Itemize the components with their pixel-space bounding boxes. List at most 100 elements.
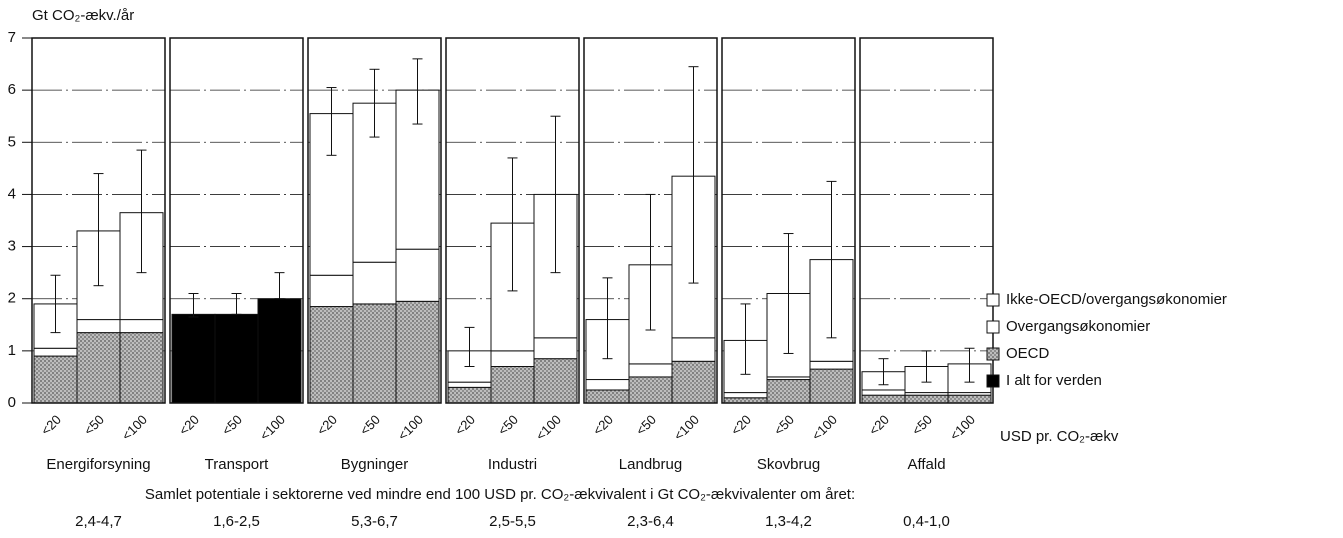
x-tick-label: <50	[357, 412, 383, 438]
error-bar	[826, 180, 837, 339]
x-tick-label: <100	[395, 412, 426, 443]
bar-segment	[809, 360, 854, 370]
sector-label: Industri	[488, 456, 537, 473]
legend-swatch	[986, 320, 1000, 334]
sector-label: Landbrug	[619, 456, 682, 473]
sector-potential: 2,4-4,7	[75, 513, 122, 530]
x-tick-label: <50	[495, 412, 521, 438]
sector-label: Skovbrug	[757, 456, 820, 473]
bar-segment	[119, 319, 164, 334]
x-tick-label: <50	[633, 412, 659, 438]
sector-label: Transport	[205, 456, 269, 473]
error-bar	[274, 272, 285, 300]
error-bar	[464, 326, 475, 367]
y-axis-label: Gt CO₂-ækv./år	[32, 7, 134, 24]
x-tick-label: <50	[81, 412, 107, 438]
bar-segment	[628, 363, 673, 378]
sector-potential: 5,3-6,7	[351, 513, 398, 530]
bar-segment	[33, 355, 78, 404]
x-tick-label: <100	[257, 412, 288, 443]
bar-segment	[585, 389, 630, 404]
error-bar	[326, 87, 337, 156]
sector-label: Affald	[907, 456, 945, 473]
panel-frame	[721, 37, 856, 404]
x-tick-label: <20	[314, 412, 340, 438]
y-tick-label: 3	[8, 238, 16, 255]
bar-segment	[947, 394, 992, 404]
bar-segment	[352, 303, 397, 404]
y-tick-label: 4	[8, 185, 16, 202]
sector-potential: 2,3-6,4	[627, 513, 674, 530]
sector-potential: 1,6-2,5	[213, 513, 260, 530]
bar-segment	[395, 248, 440, 302]
bar-segment	[628, 376, 673, 404]
legend-label: OECD	[1006, 345, 1050, 362]
x-tick-label: <100	[809, 412, 840, 443]
x-tick-label: <100	[671, 412, 702, 443]
bar-segment	[904, 394, 949, 404]
error-bar	[688, 66, 699, 284]
x-tick-label: <20	[452, 412, 478, 438]
bar-segment	[171, 313, 216, 404]
error-bar	[93, 173, 104, 287]
x-tick-label: <100	[119, 412, 150, 443]
bar-segment	[533, 337, 578, 360]
x-tick-label: <20	[590, 412, 616, 438]
error-bar	[50, 274, 61, 334]
legend-label: I alt for verden	[1006, 372, 1102, 389]
bar-segment	[447, 386, 492, 404]
sector-potential: 0,4-1,0	[903, 513, 950, 530]
legend-swatch	[986, 374, 1000, 388]
bar-segment	[214, 313, 259, 404]
legend-swatch	[986, 347, 1000, 361]
x-tick-label: <50	[219, 412, 245, 438]
sector-label: Bygninger	[341, 456, 409, 473]
error-bar	[188, 293, 199, 318]
bar-segment	[533, 358, 578, 404]
bar-segment	[447, 381, 492, 388]
bar-segment	[490, 366, 535, 404]
x-tick-label: <50	[909, 412, 935, 438]
bar-segment	[766, 379, 811, 404]
error-bar	[369, 68, 380, 138]
bar-segment	[671, 360, 716, 404]
legend-swatch	[986, 293, 1000, 307]
error-bar	[964, 347, 975, 383]
bar-segment	[76, 319, 121, 334]
bar-segment	[76, 332, 121, 404]
error-bar	[740, 303, 751, 375]
x-tick-label: <50	[771, 412, 797, 438]
x-tick-label: <20	[866, 412, 892, 438]
x-tick-label: <20	[176, 412, 202, 438]
x-unit-label: USD pr. CO₂-ækv	[1000, 428, 1119, 445]
y-tick-label: 1	[8, 342, 16, 359]
x-tick-label: <100	[533, 412, 564, 443]
bar-segment	[809, 368, 854, 404]
panel-frame	[583, 37, 718, 404]
bar-segment	[309, 306, 354, 404]
bar-segment	[33, 347, 78, 357]
bar-segment	[309, 274, 354, 308]
bar-segment	[723, 392, 768, 399]
error-bar	[878, 358, 889, 386]
error-bar	[412, 58, 423, 125]
y-tick-label: 6	[8, 81, 16, 98]
legend-label: Overgangsøkonomier	[1006, 318, 1150, 335]
panel-frame	[31, 37, 166, 404]
bar-segment	[585, 379, 630, 391]
error-bar	[231, 293, 242, 315]
y-tick-label: 0	[8, 394, 16, 411]
panel-frame	[307, 37, 442, 404]
bar-segment	[490, 350, 535, 368]
x-tick-label: <20	[38, 412, 64, 438]
y-tick-label: 7	[8, 29, 16, 46]
footer: Samlet potentiale i sektorerne ved mindr…	[145, 486, 855, 503]
error-bar	[602, 277, 613, 360]
bar-segment	[119, 332, 164, 404]
bar-segment	[671, 337, 716, 362]
bar-segment	[861, 389, 906, 396]
y-tick-label: 2	[8, 290, 16, 307]
bar-segment	[257, 298, 302, 404]
bar-segment	[723, 397, 768, 404]
